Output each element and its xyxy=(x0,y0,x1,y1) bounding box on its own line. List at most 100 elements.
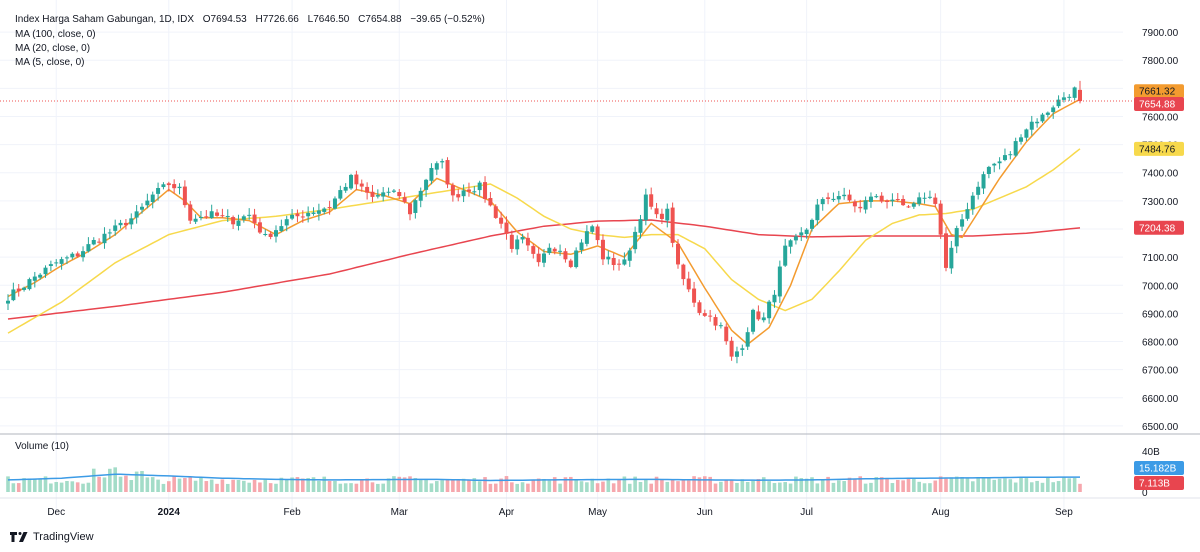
candle-body xyxy=(1002,155,1007,161)
volume-bar xyxy=(520,482,525,492)
volume-bar xyxy=(268,483,273,492)
volume-bar xyxy=(75,482,80,492)
y-tick-label: 7000.00 xyxy=(1142,281,1179,292)
candle-body xyxy=(32,276,37,281)
candle-body xyxy=(606,256,611,260)
x-tick-label: Mar xyxy=(391,507,409,518)
candle-body xyxy=(456,194,461,198)
volume-bar xyxy=(413,478,418,492)
volume-bar xyxy=(424,478,428,492)
candle-body xyxy=(997,161,1002,164)
volume-bar xyxy=(215,483,219,492)
volume-bar xyxy=(595,483,600,492)
candle-body xyxy=(429,168,434,181)
candle-body xyxy=(622,259,627,265)
volume-legend[interactable]: Volume (10) xyxy=(15,441,69,452)
candle-body xyxy=(874,196,879,198)
volume-bar xyxy=(879,477,884,492)
ohlc-open: O7694.53 xyxy=(202,14,247,25)
volume-bar xyxy=(590,478,595,492)
volume-bar xyxy=(284,479,289,492)
y-tick-label: 7900.00 xyxy=(1142,28,1179,39)
volume-bar xyxy=(569,476,573,492)
volume-bar xyxy=(960,477,964,492)
volume-label-box xyxy=(1134,461,1184,475)
volume-bar xyxy=(199,477,203,492)
candle-body xyxy=(1045,112,1050,115)
candle-body xyxy=(1035,121,1040,124)
volume-bar xyxy=(686,480,691,492)
volume-bar xyxy=(724,479,729,492)
candle-body xyxy=(611,258,616,265)
ohlc-close: C7654.88 xyxy=(358,14,402,25)
tradingview-branding[interactable]: TradingView xyxy=(10,531,94,543)
candle-body xyxy=(579,242,584,251)
price-label-box xyxy=(1134,84,1184,99)
ma5-legend[interactable]: MA (5, close, 0) xyxy=(15,57,90,68)
volume-bar xyxy=(456,479,461,492)
candle-body xyxy=(107,232,112,234)
price-label-text: 7484.76 xyxy=(1139,144,1176,155)
candle-body xyxy=(600,239,605,260)
tradingview-logo-icon xyxy=(10,532,28,542)
volume-bar xyxy=(552,477,557,492)
x-tick-label: Apr xyxy=(499,507,515,518)
candle-body xyxy=(520,237,525,240)
volume-axis-bottom-label: 0 xyxy=(1142,488,1148,499)
volume-bar xyxy=(140,470,144,492)
x-tick-label: Dec xyxy=(47,507,65,518)
volume-bar xyxy=(483,477,487,492)
candle-body xyxy=(842,194,847,197)
volume-bar xyxy=(97,476,101,492)
volume-bar xyxy=(745,482,750,492)
candle-body xyxy=(740,348,745,350)
candle-body xyxy=(493,206,498,218)
candle-body xyxy=(252,214,257,224)
candle-body xyxy=(38,274,43,278)
candle-body xyxy=(375,195,380,197)
volume-legend-label: Volume (10) xyxy=(15,441,69,452)
candle-body xyxy=(799,232,804,236)
volume-bar xyxy=(1019,476,1023,492)
y-tick-label: 7300.00 xyxy=(1142,197,1179,208)
volume-bar xyxy=(1024,478,1029,492)
candle-body xyxy=(311,212,316,214)
volume-bar xyxy=(504,476,509,492)
y-tick-label: 7800.00 xyxy=(1142,56,1179,67)
x-tick-label: Aug xyxy=(932,507,950,518)
candle-body xyxy=(279,226,284,232)
candle-body xyxy=(198,216,203,218)
candle-body xyxy=(338,190,343,199)
symbol-legend: Index Harga Saham Gabungan, 1D, IDX O769… xyxy=(15,14,491,25)
candle-body xyxy=(209,211,214,219)
ohlc-low: L7646.50 xyxy=(307,14,350,25)
candle-body xyxy=(290,214,295,219)
ma100-legend[interactable]: MA (100, close, 0) xyxy=(15,29,102,40)
candle-body xyxy=(322,208,327,212)
ma20-legend[interactable]: MA (20, close, 0) xyxy=(15,43,96,54)
volume-bar xyxy=(231,479,235,492)
volume-bar xyxy=(343,483,348,492)
volume-bar xyxy=(997,478,1002,492)
volume-bar xyxy=(778,482,782,492)
candle-body xyxy=(525,237,530,246)
candle-body xyxy=(300,216,305,218)
volume-bar xyxy=(772,483,777,492)
volume-bar xyxy=(247,482,251,492)
candle-body xyxy=(1056,99,1061,107)
candle-body xyxy=(472,191,477,193)
volume-bar xyxy=(493,483,498,492)
candle-body xyxy=(1051,107,1056,113)
y-tick-label: 6700.00 xyxy=(1142,366,1179,377)
candle-body xyxy=(145,200,150,206)
volume-bar xyxy=(526,483,530,492)
candle-body xyxy=(434,163,439,170)
price-label-text: 7661.32 xyxy=(1139,87,1176,98)
candle-body xyxy=(836,196,841,200)
volume-bar xyxy=(150,477,155,492)
volume-bar xyxy=(118,476,123,492)
volume-bar xyxy=(252,479,257,492)
candle-body xyxy=(483,182,488,200)
candle-body xyxy=(408,203,412,215)
volume-bar xyxy=(558,483,562,492)
